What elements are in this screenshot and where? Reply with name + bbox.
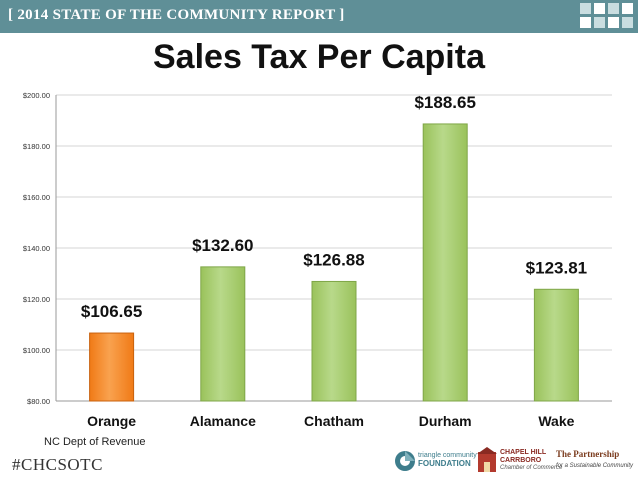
y-tick-label: $180.00 — [23, 142, 50, 151]
x-tick-label: Orange — [87, 413, 136, 429]
y-tick-label: $80.00 — [27, 397, 50, 406]
y-tick-label: $120.00 — [23, 295, 50, 304]
y-tick-label: $200.00 — [23, 91, 50, 100]
decorative-squares — [580, 0, 634, 33]
data-label: $132.60 — [192, 236, 253, 255]
x-tick-label: Wake — [538, 413, 574, 429]
hashtag: #CHCSOTC — [12, 455, 103, 474]
bar-durham — [422, 123, 468, 402]
partnership-sustainable-community-logo: The Partnership for a Sustainable Commun… — [556, 449, 634, 470]
banner-title: [ 2014 STATE OF THE COMMUNITY REPORT ] — [8, 7, 345, 23]
bar-alamance — [200, 266, 246, 402]
report-banner: [ 2014 STATE OF THE COMMUNITY REPORT ] — [0, 0, 638, 33]
chart-title: Sales Tax Per Capita — [153, 38, 485, 76]
data-label: $188.65 — [414, 93, 475, 112]
triangle-community-foundation-logo: triangle community FOUNDATION — [394, 446, 477, 476]
chapel-hill-carrboro-chamber-logo: CHAPEL HILL CARRBORO Chamber of Commerce — [476, 446, 562, 476]
bar-orange — [89, 332, 135, 402]
data-label: $123.81 — [526, 258, 587, 277]
bar-wake — [533, 288, 579, 402]
y-tick-label: $160.00 — [23, 193, 50, 202]
y-tick-label: $140.00 — [23, 244, 50, 253]
x-tick-label: Chatham — [304, 413, 364, 429]
source-note: NC Dept of Revenue — [44, 436, 146, 448]
x-tick-label: Alamance — [190, 413, 256, 429]
data-label: $106.65 — [81, 302, 142, 321]
data-label: $126.88 — [303, 250, 364, 269]
bar-chatham — [311, 280, 357, 402]
y-tick-label: $100.00 — [23, 346, 50, 355]
x-tick-label: Durham — [419, 413, 472, 429]
